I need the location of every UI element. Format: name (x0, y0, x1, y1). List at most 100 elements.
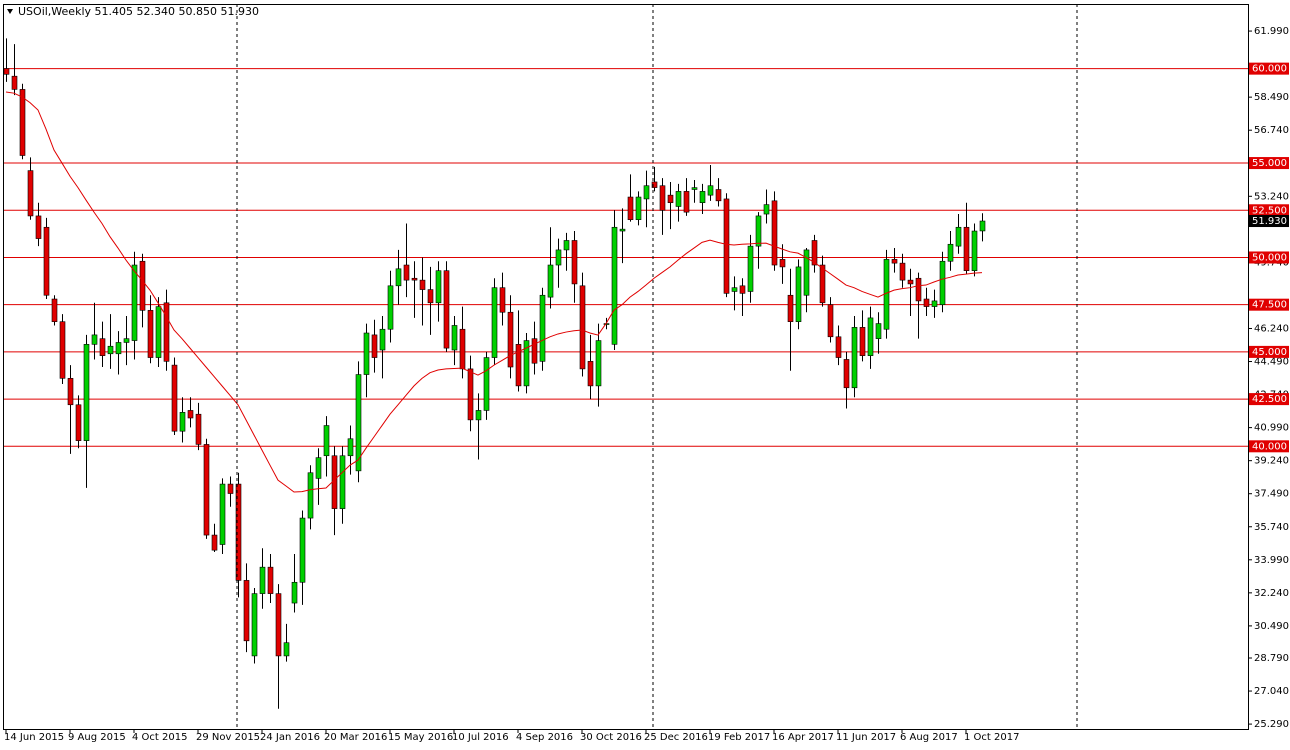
x-tick-label: 11 Jun 2017 (836, 732, 896, 743)
candle-body (395, 268, 402, 287)
y-tick-label: 53.240 (1254, 191, 1289, 202)
level-label: 55.000 (1252, 158, 1287, 169)
candle-body (355, 374, 362, 472)
candle-body (307, 472, 314, 519)
candle-body (531, 338, 538, 364)
candle-body (195, 413, 202, 445)
plot-frame (3, 4, 1249, 730)
level-label-box (1249, 440, 1289, 453)
candle-body (251, 593, 258, 657)
candle-body (851, 327, 858, 389)
candle-body (547, 264, 554, 298)
candle-body (475, 410, 482, 421)
x-tick-label: 10 Jul 2016 (452, 732, 509, 743)
candle-body (235, 483, 242, 581)
candle-body (411, 277, 418, 281)
candle-body (691, 187, 698, 190)
level-label: 40.000 (1252, 441, 1287, 452)
y-tick-label: 44.490 (1254, 357, 1289, 368)
candle-body (867, 317, 874, 356)
y-tick-label: 28.790 (1254, 653, 1289, 664)
candle-body (163, 302, 170, 362)
candle-body (227, 483, 234, 494)
y-tick-label: 58.490 (1254, 92, 1289, 103)
x-tick-label: 19 Feb 2017 (708, 732, 770, 743)
x-tick-label: 14 Jun 2015 (4, 732, 64, 743)
candle-body (299, 517, 306, 583)
candle-body (915, 277, 922, 302)
chart-title: USOil,Weekly 51.405 52.340 50.850 51.930 (18, 5, 259, 18)
x-tick-label: 6 Aug 2017 (900, 732, 958, 743)
y-tick-label: 37.490 (1254, 489, 1289, 500)
candle-body (555, 249, 562, 266)
candle-body (435, 270, 442, 304)
candle-body (795, 266, 802, 322)
candle-body (443, 270, 450, 349)
y-tick-label: 33.990 (1254, 555, 1289, 566)
level-label-box (1249, 345, 1289, 358)
y-tick-label: 25.290 (1254, 719, 1289, 730)
level-label-box (1249, 393, 1289, 406)
candle-body (451, 325, 458, 351)
candle-body (835, 336, 842, 358)
candle-body (107, 345, 114, 355)
candle-body (459, 328, 466, 370)
level-label-box (1249, 157, 1289, 170)
level-label: 47.500 (1252, 300, 1287, 311)
x-tick-label: 1 Oct 2017 (964, 732, 1019, 743)
candle-body (491, 287, 498, 358)
candle-body (899, 262, 906, 281)
candle-body (755, 215, 762, 247)
x-tick-label: 20 Mar 2016 (324, 732, 387, 743)
candle-body (43, 226, 50, 296)
candle-body (739, 285, 746, 294)
candle-body (3, 68, 10, 75)
candle-body (587, 361, 594, 387)
candle-body (467, 368, 474, 421)
plot-area (3, 38, 1248, 709)
candle-body (683, 191, 690, 213)
x-tick-label: 16 Apr 2017 (772, 732, 834, 743)
last-price-label: 51.930 (1252, 216, 1287, 227)
candle-body (659, 185, 666, 211)
candle-body (523, 340, 530, 387)
candle-body (859, 327, 866, 356)
candle-body (499, 287, 506, 313)
candle-body (179, 412, 186, 432)
candle-body (675, 191, 682, 207)
candle-body (243, 580, 250, 642)
candle-body (51, 298, 58, 322)
candle-body (939, 260, 946, 305)
menu-arrow[interactable] (7, 9, 13, 14)
level-label: 52.500 (1252, 205, 1287, 216)
candle-body (427, 289, 434, 304)
candle-body (35, 215, 42, 239)
candle-body (19, 89, 26, 156)
candle-body (971, 230, 978, 271)
y-tick-label: 56.740 (1254, 125, 1289, 136)
candle-body (779, 259, 786, 268)
candle-body (931, 300, 938, 307)
y-tick-label: 32.240 (1254, 588, 1289, 599)
x-tick-label: 30 Oct 2016 (580, 732, 642, 743)
candle-body (651, 181, 658, 188)
candle-body (819, 264, 826, 304)
candle-body (155, 306, 162, 358)
level-label: 45.000 (1252, 347, 1287, 358)
candle-body (115, 342, 122, 355)
candle-body (379, 328, 386, 351)
candle-body (211, 534, 218, 551)
x-tick-label: 15 May 2016 (388, 732, 453, 743)
candle-body (715, 189, 722, 202)
candle-body (923, 298, 930, 307)
x-tick-label: 4 Oct 2015 (132, 732, 187, 743)
candle-body (75, 404, 82, 441)
candle-body (515, 344, 522, 387)
candle-body (59, 321, 66, 379)
candle-body (763, 204, 770, 215)
candle-body (291, 581, 298, 604)
candle-body (747, 245, 754, 292)
candle-body (483, 357, 490, 411)
